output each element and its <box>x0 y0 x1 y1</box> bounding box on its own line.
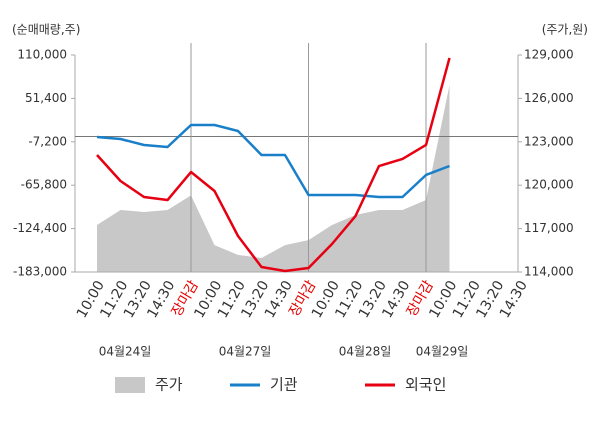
legend-label: 기관 <box>270 376 298 394</box>
date-label: 04월28일 <box>339 345 392 359</box>
date-label: 04월24일 <box>99 345 152 359</box>
date-label: 04월29일 <box>416 345 469 359</box>
y2-tick-label: 129,000 <box>524 48 574 62</box>
price-area <box>97 84 450 272</box>
y-tick-label: 110,000 <box>17 48 67 62</box>
date-label: 04월27일 <box>219 345 272 359</box>
legend-label: 외국인 <box>405 376 446 394</box>
y-unit-label: (순매매량,주) <box>12 23 80 37</box>
legend-label: 주가 <box>155 376 183 394</box>
y-tick-label: -124,400 <box>13 221 67 235</box>
y-tick-label: -7,200 <box>28 134 67 148</box>
y2-tick-label: 120,000 <box>524 178 574 192</box>
y-tick-label: 51,400 <box>25 91 67 105</box>
y-tick-label: -65,800 <box>21 178 67 192</box>
series-line <box>96 57 451 273</box>
y-tick-label: -183,000 <box>13 265 67 279</box>
legend-swatch <box>115 377 145 393</box>
y2-tick-label: 126,000 <box>524 91 574 105</box>
y2-tick-label: 117,000 <box>524 221 574 235</box>
y2-tick-label: 123,000 <box>524 134 574 148</box>
y2-unit-label: (주가,원) <box>542 23 588 37</box>
series-line <box>96 123 450 199</box>
y2-tick-label: 114,000 <box>524 265 574 279</box>
